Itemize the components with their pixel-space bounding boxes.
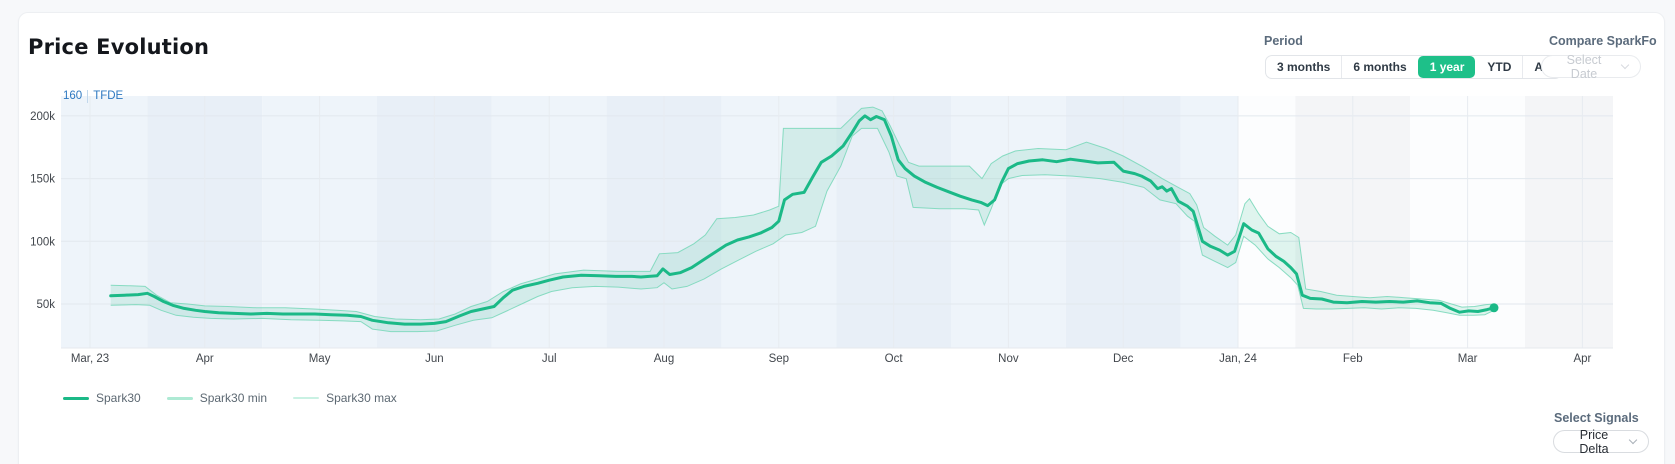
y-axis-tick-label: 100k — [30, 236, 55, 248]
legend-label: Spark30 — [96, 391, 141, 405]
x-axis-tick-label: Aug — [654, 353, 674, 365]
signals-dropdown[interactable]: Price Delta — [1553, 427, 1649, 456]
x-axis-tick-label: Apr — [1573, 353, 1591, 365]
x-axis-tick-label: Mar — [1458, 353, 1478, 365]
legend-item-spark30[interactable]: Spark30 — [63, 391, 141, 405]
x-axis-tick-label: May — [309, 353, 331, 365]
period-option-1-year[interactable]: 1 year — [1417, 56, 1476, 78]
x-axis-tick-label: Jun — [425, 353, 444, 365]
select-date-placeholder: Select Date — [1566, 52, 1602, 81]
chart-canvas: 50k 100k 150k 200k Mar, 23 Apr May Jun Jul Aug Sep… — [30, 96, 1613, 365]
period-option-ytd[interactable]: YTD — [1475, 56, 1522, 78]
x-axis-tick-label: Jul — [542, 353, 557, 365]
plot-background-stripe — [1180, 96, 1238, 348]
legend-label: Spark30 min — [199, 391, 268, 405]
latest-point-dot[interactable] — [1489, 303, 1499, 313]
chevron-down-icon — [1620, 60, 1630, 70]
spark30-line — [109, 114, 1496, 326]
x-axis-tick-label: Feb — [1343, 353, 1363, 365]
chevron-down-icon — [1628, 435, 1638, 445]
x-axis-tick-label: Mar, 23 — [71, 353, 109, 365]
chart-legend: Spark30 Spark30 min Spark30 max — [63, 391, 397, 405]
legend-item-spark30-max[interactable]: Spark30 max — [293, 391, 397, 405]
legend-swatch — [63, 396, 89, 400]
signals-selected-value: Price Delta — [1579, 427, 1609, 456]
x-axis-tick-label: Jan, 24 — [1219, 353, 1257, 365]
spark30-max-line — [110, 106, 1495, 321]
y-axis-tick-label: 50k — [36, 299, 55, 311]
legend-label: Spark30 max — [326, 391, 397, 405]
y-axis-tick-label: 200k — [30, 111, 55, 123]
annotation-value: 160 — [63, 90, 83, 102]
period-option-3-months[interactable]: 3 months — [1266, 56, 1341, 78]
x-axis-tick-label: Oct — [885, 353, 904, 365]
y-axis-tick-label: 150k — [30, 174, 55, 186]
chart-annotation: 160 TFDE — [63, 89, 123, 103]
annotation-divider — [87, 89, 89, 103]
x-axis-tick-label: Apr — [196, 353, 214, 365]
compare-sparkforecast-label: Compare SparkFo — [1549, 34, 1657, 48]
select-signals-label: Select Signals — [1554, 411, 1639, 425]
plot-background-stripe — [1525, 96, 1613, 348]
price-evolution-card: Price Evolution Period 3 months 6 months 1… — [18, 12, 1665, 464]
spark30-min-line — [110, 127, 1495, 333]
legend-item-spark30-min[interactable]: Spark30 min — [166, 391, 268, 405]
period-option-6-months[interactable]: 6 months — [1341, 56, 1417, 78]
legend-swatch — [166, 396, 193, 400]
price-evolution-chart[interactable]: 50k 100k 150k 200k Mar, 23 Apr May Jun Jul Aug Sep… — [19, 86, 1666, 386]
annotation-unit: TFDE — [93, 90, 124, 102]
plot-background-stripe — [61, 96, 148, 348]
select-date-dropdown[interactable]: Select Date — [1541, 52, 1641, 81]
x-axis-tick-label: Nov — [998, 353, 1019, 365]
period-label: Period — [1264, 34, 1303, 48]
spark30-minmax-band — [110, 107, 1495, 332]
plot-background-stripe — [1238, 96, 1296, 348]
x-axis-tick-label: Dec — [1113, 353, 1134, 365]
x-axis-tick-label: Sep — [769, 353, 789, 365]
page-title: Price Evolution — [28, 35, 210, 59]
legend-swatch — [293, 397, 320, 399]
